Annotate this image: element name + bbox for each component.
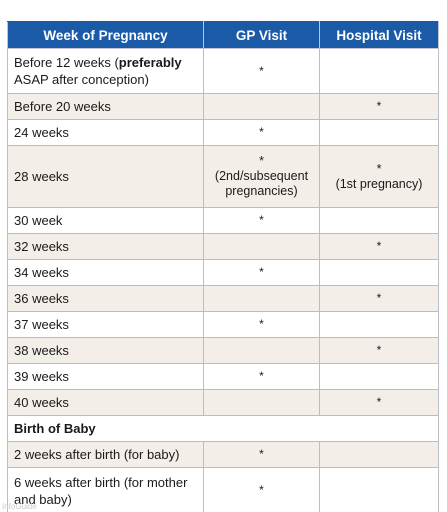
hospital-visit-mark — [319, 48, 439, 94]
hospital-visit-mark — [319, 467, 439, 512]
gp-visit-mark: * — [203, 311, 320, 338]
watermark: InfoGuide — [2, 502, 37, 511]
gp-visit-mark: * — [203, 119, 320, 146]
gp-visit-mark — [203, 389, 320, 416]
hospital-visit-mark: * — [319, 389, 439, 416]
table-row: 24 weeks * — [7, 119, 439, 146]
gp-visit-mark — [203, 93, 320, 120]
hospital-visit-mark: * — [319, 93, 439, 120]
header-hospital-visit: Hospital Visit — [319, 21, 439, 49]
week-cell: 34 weeks — [7, 259, 204, 286]
gp-visit-mark: * — [203, 259, 320, 286]
week-cell: 30 week — [7, 207, 204, 234]
gp-visit-mark — [203, 337, 320, 364]
table-row: 30 week * — [7, 207, 439, 234]
week-cell: Before 20 weeks — [7, 93, 204, 120]
week-cell: 28 weeks — [7, 145, 204, 208]
table-row: 39 weeks * — [7, 363, 439, 390]
header-gp-visit: GP Visit — [203, 21, 320, 49]
table-row: 34 weeks * — [7, 259, 439, 286]
week-cell: 39 weeks — [7, 363, 204, 390]
table-row: 38 weeks * — [7, 337, 439, 364]
gp-visit-mark: * — [203, 467, 320, 512]
table-row: 2 weeks after birth (for baby) * — [7, 441, 439, 468]
gp-visit-mark: * — [203, 441, 320, 468]
table-row: 6 weeks after birth (for mother and baby… — [7, 467, 439, 512]
hospital-visit-mark: * — [319, 233, 439, 260]
hospital-visit-mark — [319, 207, 439, 234]
gp-visit-mark: * — [203, 207, 320, 234]
table-row: Before 12 weeks (preferably ASAP after c… — [7, 48, 439, 94]
table-row: 40 weeks * — [7, 389, 439, 416]
table-header-row: Week of Pregnancy GP Visit Hospital Visi… — [7, 21, 439, 49]
hospital-visit-mark — [319, 119, 439, 146]
hospital-visit-mark — [319, 363, 439, 390]
hospital-visit-mark: * — [319, 337, 439, 364]
hospital-visit-mark — [319, 311, 439, 338]
week-cell: 40 weeks — [7, 389, 204, 416]
hospital-visit-star: * — [376, 161, 382, 176]
week-cell: 6 weeks after birth (for mother and baby… — [7, 467, 204, 512]
week-cell: 36 weeks — [7, 285, 204, 312]
gp-visit-star: * — [259, 154, 264, 168]
gp-visit-note: (2nd/subsequent pregnancies) — [214, 169, 309, 198]
gp-visit-mark: * — [203, 363, 320, 390]
section-heading: Birth of Baby — [7, 415, 439, 442]
week-cell: 37 weeks — [7, 311, 204, 338]
hospital-visit-note: (1st pregnancy) — [335, 176, 423, 191]
table-row: 28 weeks * (2nd/subsequent pregnancies) … — [7, 145, 439, 208]
table-row: 36 weeks * — [7, 285, 439, 312]
gp-visit-mark: * (2nd/subsequent pregnancies) — [203, 145, 320, 208]
week-cell: 32 weeks — [7, 233, 204, 260]
gp-visit-mark: * — [203, 48, 320, 94]
table-row: Before 20 weeks * — [7, 93, 439, 120]
section-row-birth-of-baby: Birth of Baby — [7, 415, 439, 442]
hospital-visit-mark: * — [319, 285, 439, 312]
week-cell: 2 weeks after birth (for baby) — [7, 441, 204, 468]
antenatal-visit-schedule-table: Week of Pregnancy GP Visit Hospital Visi… — [7, 21, 439, 512]
header-week-of-pregnancy: Week of Pregnancy — [7, 21, 204, 49]
week-cell: 38 weeks — [7, 337, 204, 364]
table-row: 37 weeks * — [7, 311, 439, 338]
week-cell: 24 weeks — [7, 119, 204, 146]
gp-visit-mark — [203, 233, 320, 260]
hospital-visit-mark — [319, 441, 439, 468]
week-cell: Before 12 weeks (preferably ASAP after c… — [7, 48, 204, 94]
gp-visit-mark — [203, 285, 320, 312]
hospital-visit-mark: * (1st pregnancy) — [319, 145, 439, 208]
table-row: 32 weeks * — [7, 233, 439, 260]
hospital-visit-mark — [319, 259, 439, 286]
